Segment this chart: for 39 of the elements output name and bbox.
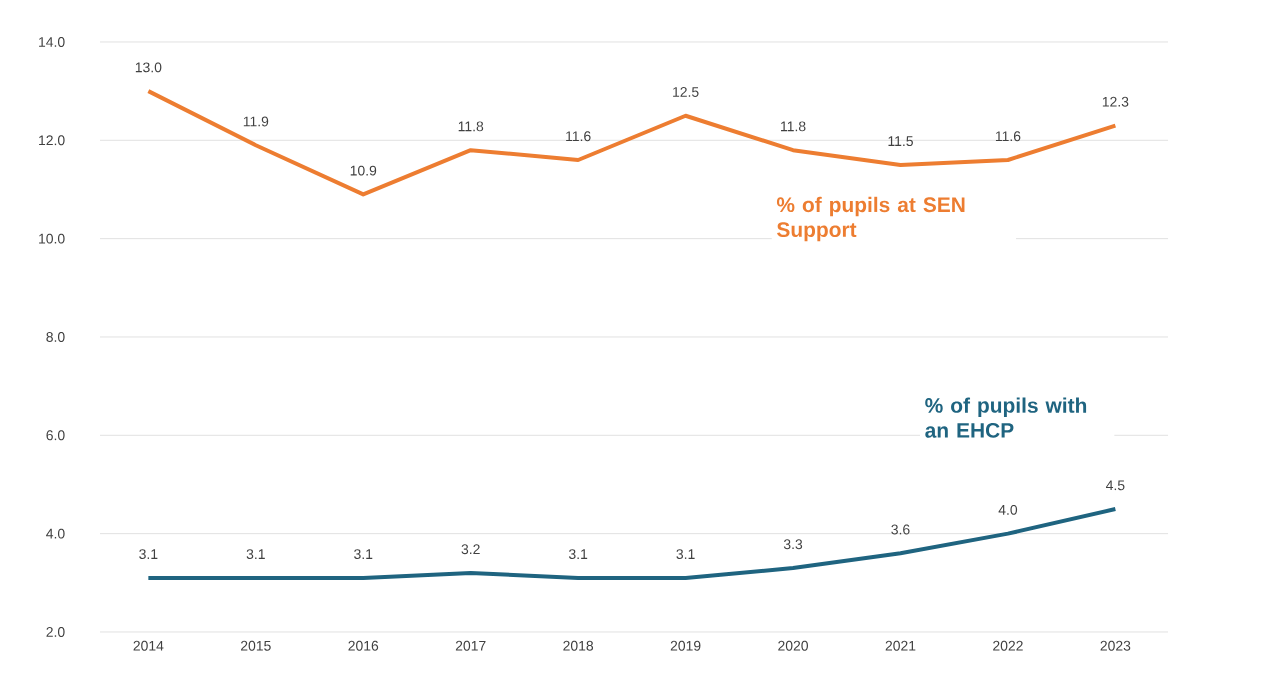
y-tick-label: 12.0	[39, 135, 65, 146]
data-label: 3.1	[246, 549, 265, 560]
y-tick-label: 2.0	[46, 627, 65, 637]
y-tick-label: 4.0	[46, 528, 65, 539]
x-tick-label: 2016	[348, 640, 379, 651]
x-tick-label: 2022	[993, 640, 1023, 651]
data-label: 3.1	[139, 549, 158, 560]
data-label: 12.5	[673, 87, 699, 97]
data-label: 3.3	[783, 539, 803, 550]
data-label: 11.6	[995, 131, 1021, 142]
y-tick-label: 6.0	[46, 430, 65, 441]
data-label: 4.5	[1106, 480, 1125, 491]
x-tick-label: 2019	[670, 640, 701, 651]
data-label: 13.0	[135, 62, 162, 73]
data-label: 10.9	[350, 165, 377, 176]
x-tick-label: 2020	[778, 640, 809, 651]
x-tick-label: 2015	[241, 640, 271, 651]
x-tick-label: 2018	[563, 640, 594, 651]
x-tick-label: 2017	[455, 640, 486, 651]
series-label: % of pupils at SEN Support	[776, 196, 965, 242]
y-tick-label: 14.0	[39, 37, 65, 47]
data-label: 3.6	[891, 524, 910, 535]
data-label: 4.0	[998, 504, 1018, 515]
data-label: 11.8	[781, 121, 806, 132]
data-label: 3.1	[568, 549, 588, 560]
text: % of pupils with an EHCP	[925, 397, 1087, 438]
x-tick-label: 2014	[133, 640, 164, 651]
y-tick-label: 10.0	[39, 233, 65, 244]
x-tick-label: 2023	[1100, 640, 1131, 651]
data-label: 12.3	[1102, 96, 1129, 107]
data-label: 11.5	[888, 136, 913, 147]
data-label: 11.8	[458, 121, 484, 132]
x-tick-label: 2021	[885, 640, 916, 651]
data-label: 3.1	[676, 549, 695, 560]
data-label: 11.6	[566, 131, 591, 142]
data-label: 11.9	[243, 116, 269, 127]
y-tick-label: 8.0	[46, 332, 65, 342]
data-label: 3.2	[461, 544, 480, 555]
data-label: 3.1	[354, 549, 373, 560]
